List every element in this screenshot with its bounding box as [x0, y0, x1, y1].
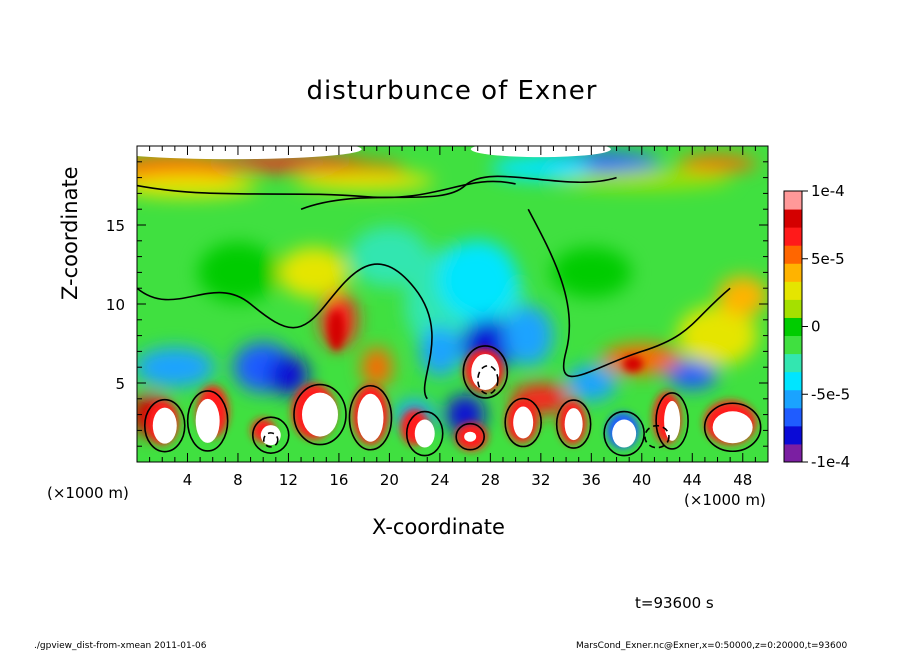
x-tick-label: 4 [183, 471, 193, 489]
colorbar-swatch [784, 335, 802, 355]
y-tick-label: 15 [106, 217, 125, 235]
field-saturated-regions [137, 146, 753, 448]
x-tick-label: 44 [683, 471, 702, 489]
colorbar-swatch [784, 245, 802, 264]
x-tick-label: 32 [531, 471, 550, 489]
footer-script-info: ./gpview_dist-from-xmean 2011-01-06 [34, 641, 207, 651]
x-tick-label: 12 [279, 471, 298, 489]
colorbar-tick-label: 1e-4 [811, 182, 845, 200]
x-tick-label: 16 [329, 471, 348, 489]
x-axis-label: X-coordinate [372, 515, 505, 539]
y-tick-label: 5 [115, 375, 125, 393]
x-tick-label: 20 [380, 471, 399, 489]
colorbar-swatch [784, 443, 802, 463]
colorbar-swatch [784, 425, 802, 445]
colorbar-swatch [784, 281, 802, 300]
y-axis-label: Z-coordinate [58, 166, 82, 300]
field-soft-layer [137, 151, 768, 435]
contour-field [137, 146, 768, 462]
x-tick-label: 40 [632, 471, 651, 489]
x-tick-label: 36 [582, 471, 601, 489]
x-tick-label: 24 [430, 471, 449, 489]
contour-lines [137, 175, 762, 457]
y-tick-label: 10 [106, 296, 125, 314]
chart-title: disturbunce of Exner [306, 76, 598, 106]
colorbar-swatch [784, 407, 802, 427]
x-axis-unit: (×1000 m) [47, 484, 129, 502]
colorbar-swatch [784, 299, 802, 318]
x-axis-unit-right: (×1000 m) [684, 491, 766, 509]
footer-file-info: MarsCond_Exner.nc@Exner,x=0:50000,z=0:20… [576, 641, 848, 651]
colorbar-tick-label: -5e-5 [811, 385, 850, 403]
colorbar-swatch [784, 317, 802, 337]
colorbar-swatch [784, 191, 802, 210]
colorbar-swatch [784, 371, 802, 391]
colorbar-swatch [784, 227, 802, 246]
colorbar-swatch [784, 389, 802, 409]
colorbar-swatch [784, 353, 802, 373]
x-tick-label: 48 [733, 471, 752, 489]
x-tick-label: 8 [233, 471, 243, 489]
colorbar-tick-label: -1e-4 [811, 453, 850, 471]
colorbar-tick-label: 0 [811, 318, 821, 336]
negative-contour-lines [262, 365, 670, 449]
colorbar: 1e-4 5e-5 0 -5e-5 -1e-4 [783, 182, 850, 471]
colorbar-tick-label: 5e-5 [811, 250, 845, 268]
x-tick-label: 28 [481, 471, 500, 489]
colorbar-swatch [784, 209, 802, 228]
time-label: t=93600 s [635, 594, 714, 612]
colorbar-swatch [784, 263, 802, 282]
